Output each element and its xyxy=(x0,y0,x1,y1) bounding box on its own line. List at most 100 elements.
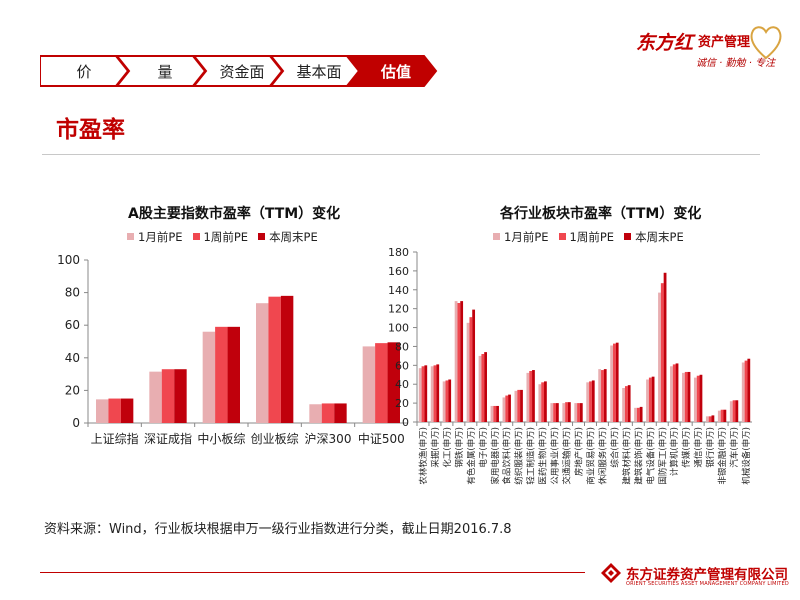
bar xyxy=(589,381,592,422)
y-tick-label: 120 xyxy=(388,303,409,316)
bar xyxy=(717,410,721,422)
bar xyxy=(538,384,542,422)
nav-tab-shape[interactable] xyxy=(345,55,438,87)
bar xyxy=(603,369,607,422)
bar xyxy=(639,406,643,422)
x-tick-label: 传媒(申万) xyxy=(681,427,692,468)
bar xyxy=(481,354,485,422)
bar xyxy=(735,400,739,422)
nav-tab-2[interactable]: 资金面 xyxy=(219,63,265,81)
x-tick-label: 建筑材料(申万) xyxy=(621,427,632,485)
bar xyxy=(579,403,583,422)
y-tick-label: 100 xyxy=(388,322,409,335)
chart2-plot: 0 20 40 60 80 100 120 140 160 180 农林牧渔(申万) 采掘(申万) 化工… xyxy=(388,246,752,485)
bar xyxy=(699,374,703,422)
bar xyxy=(577,403,580,422)
legend-label: 1月前PE xyxy=(504,230,549,244)
y-tick-label: 20 xyxy=(65,383,80,397)
bar xyxy=(565,402,568,422)
y-tick-label: 20 xyxy=(395,397,409,410)
x-tick-label: 食品饮料(申万) xyxy=(502,427,513,485)
bar xyxy=(562,403,566,422)
title-divider xyxy=(42,154,760,155)
bar xyxy=(598,369,602,422)
bar xyxy=(744,360,748,422)
bar xyxy=(586,382,590,422)
x-tick-label: 农林牧渔(申万) xyxy=(418,427,429,485)
bar xyxy=(268,296,281,423)
bar xyxy=(493,405,497,422)
company-mark-icon xyxy=(601,563,621,583)
bar xyxy=(505,395,509,422)
bar xyxy=(529,371,533,422)
legend-swatch xyxy=(624,233,632,240)
bar xyxy=(634,407,637,422)
bar xyxy=(660,283,664,422)
bar xyxy=(729,401,733,422)
bar xyxy=(705,416,709,422)
bar xyxy=(687,371,691,422)
x-tick-label: 深证成指 xyxy=(144,431,192,446)
bar xyxy=(149,371,162,423)
bar xyxy=(675,363,679,422)
x-tick-label: 建筑装饰(申万) xyxy=(633,427,644,485)
bar xyxy=(387,342,400,423)
legend-item: 1周前PE xyxy=(192,229,249,245)
footer-divider xyxy=(40,572,585,573)
y-tick-label: 80 xyxy=(395,340,409,353)
bar xyxy=(256,303,269,423)
y-tick-label: 0 xyxy=(402,416,409,429)
bar xyxy=(215,326,228,423)
legend-item: 1周前PE xyxy=(558,229,614,245)
bar xyxy=(96,399,109,423)
bar xyxy=(472,309,476,422)
x-tick-label: 化工(申万) xyxy=(442,427,453,468)
x-tick-label: 银行(申万) xyxy=(705,427,716,468)
bar xyxy=(555,403,559,422)
x-tick-label: 中证500 xyxy=(358,431,405,446)
x-tick-label: 沪深300 xyxy=(305,432,352,446)
x-tick-label: 通信(申万) xyxy=(693,427,704,468)
bar xyxy=(460,301,464,422)
x-tick-label: 采掘(申万) xyxy=(430,427,441,468)
brand-slogan: 诚信 · 勤勉 · 专注 xyxy=(696,58,776,69)
x-tick-label: 电子(申万) xyxy=(478,427,489,468)
bar xyxy=(613,343,616,422)
x-tick-label: 家用电器(申万) xyxy=(490,427,501,485)
nav-tab-3[interactable]: 基本面 xyxy=(296,63,342,81)
bar xyxy=(684,371,688,422)
bar xyxy=(720,409,724,422)
x-tick-label: 纺织服装(申万) xyxy=(514,427,525,485)
bar xyxy=(627,385,631,422)
bar xyxy=(723,409,727,422)
legend-label: 1周前PE xyxy=(203,230,249,244)
legend-item: 1月前PE xyxy=(493,229,549,245)
bar xyxy=(502,397,506,422)
bar xyxy=(601,370,604,422)
bar xyxy=(636,407,640,422)
bar xyxy=(490,405,494,422)
nav-tab-4[interactable]: 估值 xyxy=(380,63,411,81)
bar xyxy=(496,405,499,422)
y-tick-label: 100 xyxy=(57,253,80,267)
legend-swatch xyxy=(127,233,134,240)
nav-tab-1[interactable]: 量 xyxy=(157,63,173,81)
bar xyxy=(732,400,736,422)
legend-item: 本周末PE xyxy=(624,229,684,245)
bar xyxy=(550,403,554,422)
bar xyxy=(532,370,535,422)
bar xyxy=(280,295,294,423)
bar xyxy=(651,376,655,422)
bar xyxy=(120,398,134,423)
legend-swatch xyxy=(558,233,566,240)
bar xyxy=(711,415,715,422)
nav-tab-0[interactable]: 价 xyxy=(76,63,92,81)
y-tick-label: 160 xyxy=(388,265,409,278)
bar xyxy=(520,389,523,422)
x-tick-label: 上证综指 xyxy=(91,431,139,446)
bar xyxy=(202,331,216,423)
y-tick-label: 140 xyxy=(388,284,409,297)
bar xyxy=(508,394,511,422)
bar xyxy=(469,317,473,422)
bar xyxy=(663,272,667,422)
